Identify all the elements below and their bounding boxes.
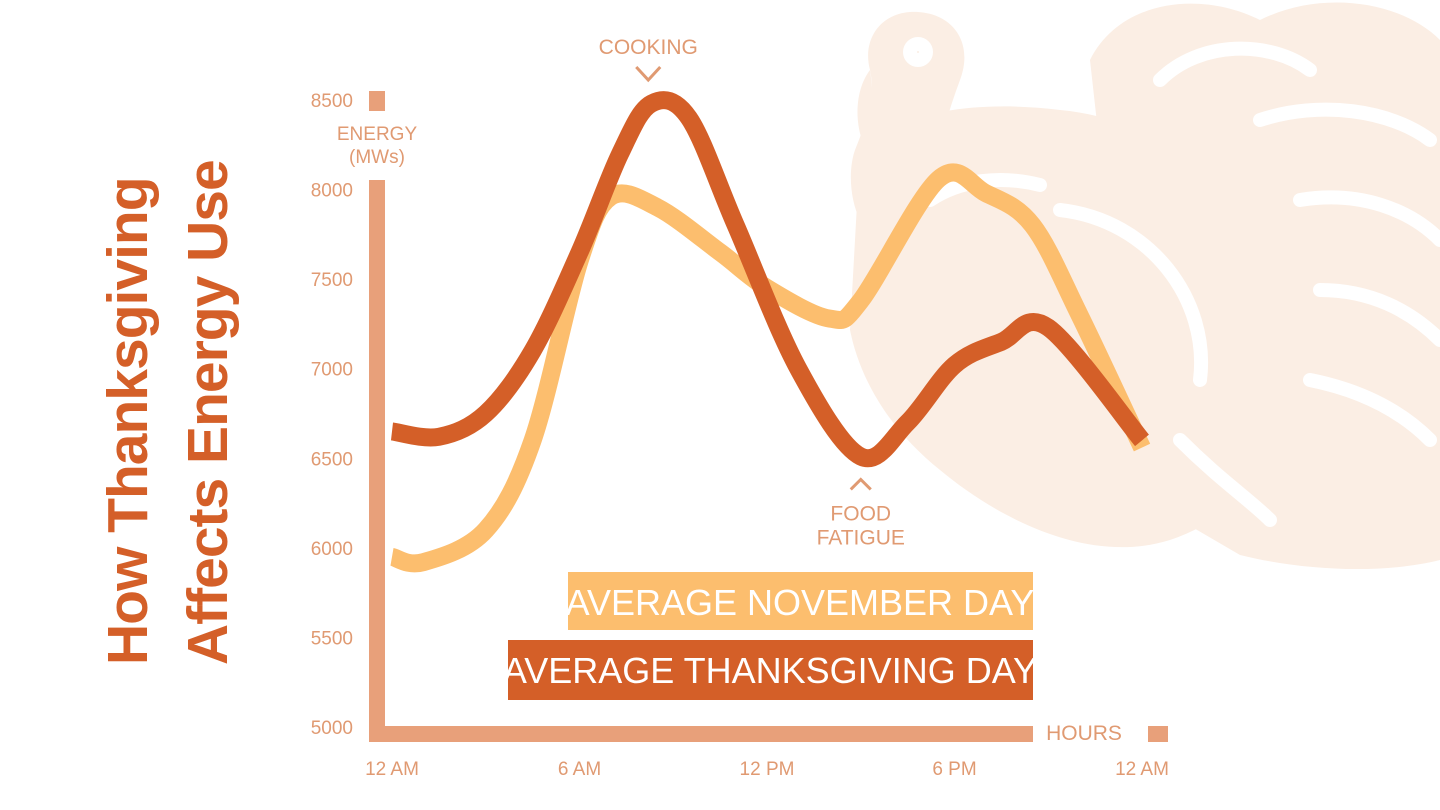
y-tick-label: 7000 xyxy=(311,360,353,381)
legend-november-box xyxy=(568,572,1033,630)
annotation-label: FOOD xyxy=(830,502,891,525)
annotation-label: COOKING xyxy=(599,36,698,59)
y-tick-label: 6000 xyxy=(311,539,353,560)
x-axis-line xyxy=(369,726,1033,742)
x-axis-end-cap xyxy=(1148,726,1168,742)
y-tick-label: 5000 xyxy=(311,718,353,739)
y-axis-top-cap xyxy=(369,91,385,111)
y-tick-label: 6500 xyxy=(311,449,353,470)
x-tick-label: 6 PM xyxy=(932,759,976,780)
annotation-caret xyxy=(849,477,872,491)
series-lines xyxy=(389,91,1151,573)
legend-november-label: AVERAGE NOVEMBER DAY xyxy=(566,582,1035,623)
legend-thanksgiving-box xyxy=(508,640,1033,700)
y-axis-label-line-2: (MWs) xyxy=(349,147,405,168)
x-tick-label: 12 AM xyxy=(365,759,419,780)
y-tick-label: 8000 xyxy=(311,181,353,202)
turkey-icon xyxy=(850,2,1440,570)
annotation-caret xyxy=(635,65,662,83)
y-axis-line xyxy=(369,180,385,742)
x-tick-label: 12 PM xyxy=(740,759,795,780)
y-axis-label-line-1: ENERGY xyxy=(337,124,418,145)
legend: AVERAGE NOVEMBER DAY AVERAGE THANKSGIVIN… xyxy=(503,572,1037,700)
series-line-thanksgiving xyxy=(390,91,1149,468)
y-tick-label: 5500 xyxy=(311,628,353,649)
x-tick-label: 6 AM xyxy=(558,759,601,780)
axes xyxy=(369,91,1168,742)
legend-thanksgiving-label: AVERAGE THANKSGIVING DAY xyxy=(503,650,1037,691)
y-tick-label: 8500 xyxy=(311,91,353,112)
annotation-label: FATIGUE xyxy=(817,526,905,549)
x-tick-label: 12 AM xyxy=(1115,759,1169,780)
x-tick-labels: 12 AM 6 AM 12 PM 6 PM 12 AM xyxy=(365,759,1169,780)
y-tick-labels: 8500 8000 7500 7000 6500 6000 5500 5000 xyxy=(311,91,353,739)
x-axis-label: HOURS xyxy=(1046,722,1122,745)
y-tick-label: 7500 xyxy=(311,270,353,291)
